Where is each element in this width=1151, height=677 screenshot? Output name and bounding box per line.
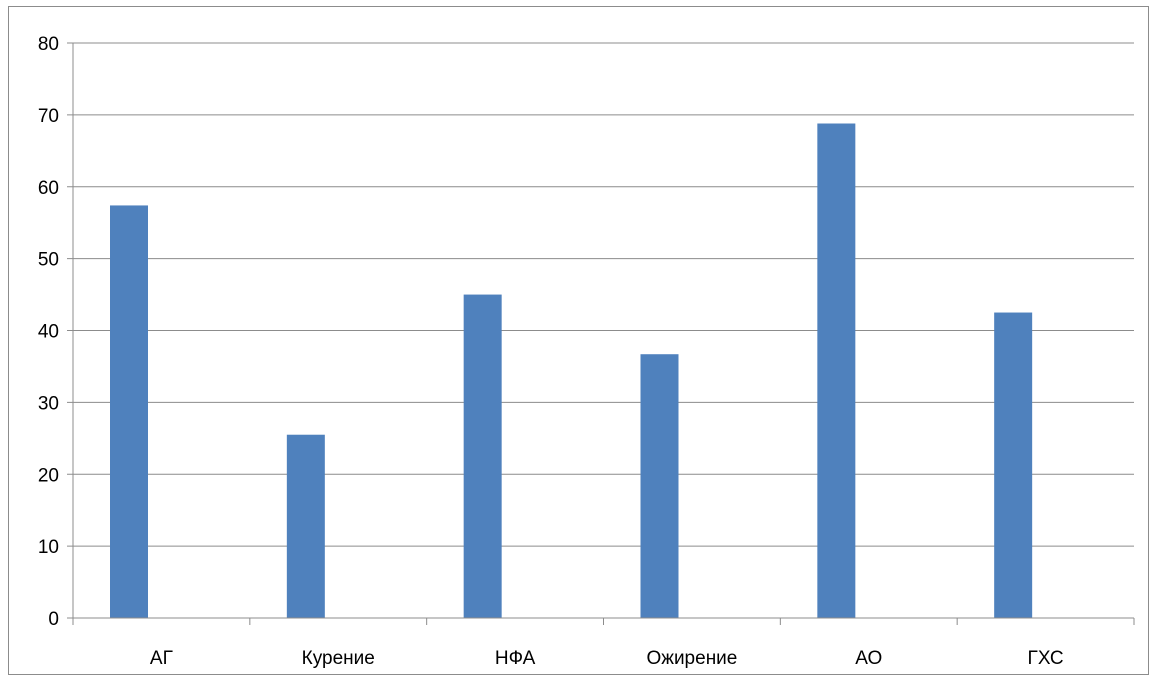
y-tick-label: 70 [38, 106, 59, 127]
y-tick-label: 50 [38, 250, 59, 271]
x-tick-labels: АГ Курение НФА Ожирение АО ГХС [150, 648, 1064, 669]
bar [110, 205, 148, 618]
y-tick-label: 80 [38, 34, 59, 55]
bar [994, 312, 1033, 618]
y-tick-labels: 0 10 20 30 40 50 60 70 80 [38, 34, 59, 630]
chart-frame [8, 6, 1149, 675]
x-tick-label: Курение [302, 648, 375, 669]
bar [286, 434, 325, 618]
axes [67, 42, 1135, 625]
y-tick-label: 40 [38, 322, 59, 343]
x-tick-label: АГ [150, 648, 173, 669]
y-tick-label: 20 [38, 465, 59, 486]
y-tick-label: 0 [48, 609, 59, 630]
bar [640, 354, 679, 618]
x-tick-label: ГХС [1028, 648, 1064, 669]
gridlines [73, 42, 1134, 547]
y-tick-label: 60 [38, 178, 59, 199]
y-tick-label: 10 [38, 537, 59, 558]
bars [110, 123, 1033, 618]
x-tick-label: Ожирение [646, 648, 737, 669]
bar [817, 123, 856, 618]
bar [463, 294, 502, 618]
x-tick-label: НФА [495, 648, 536, 669]
x-tick-label: АО [855, 648, 882, 669]
y-tick-label: 30 [38, 393, 59, 414]
